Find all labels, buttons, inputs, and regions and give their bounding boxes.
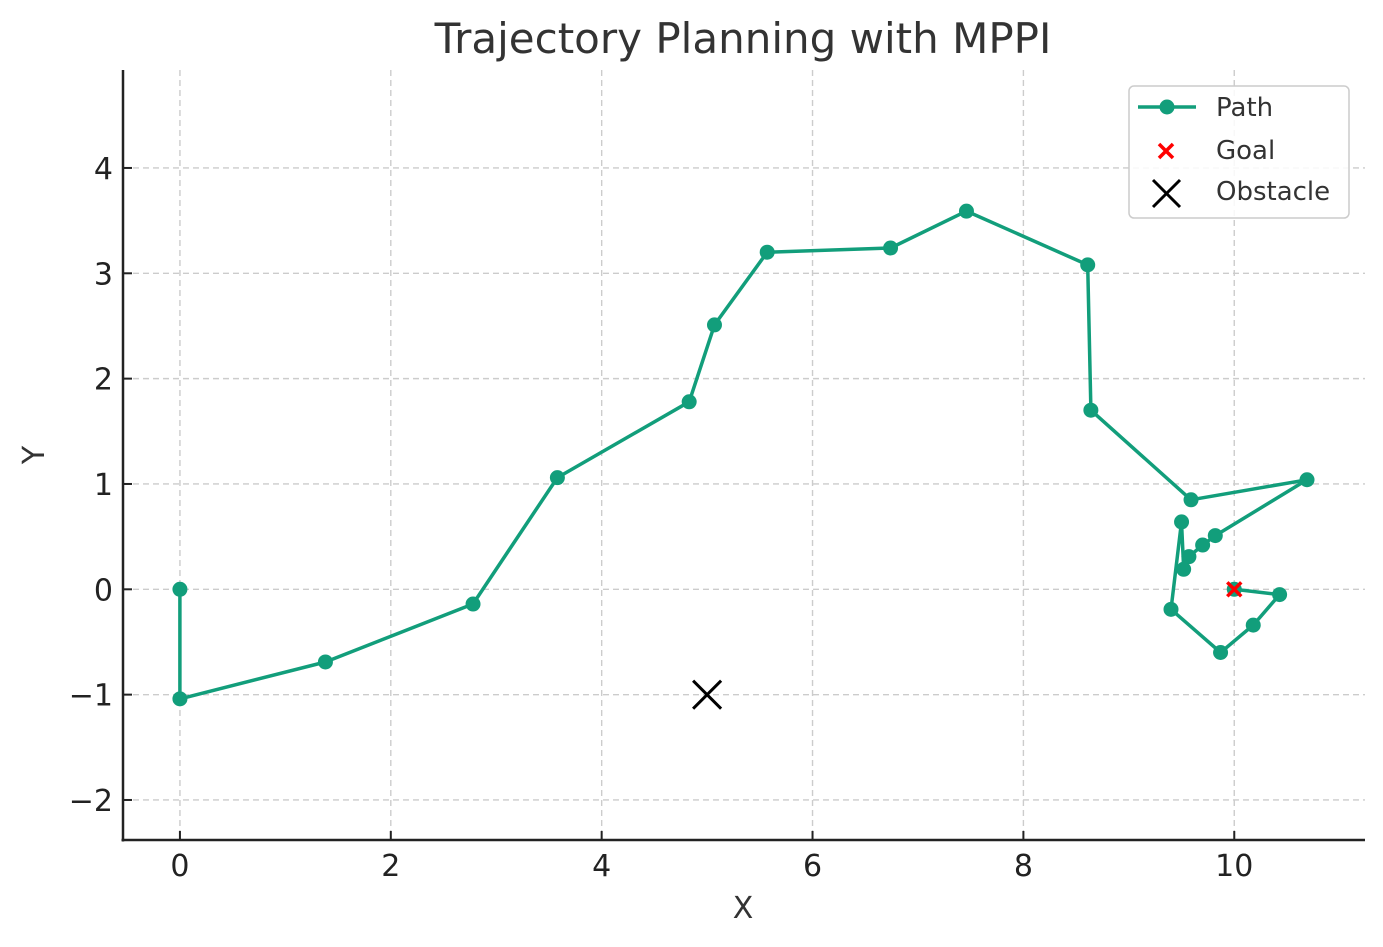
path-line [178, 209, 1309, 701]
y-tick-label: −2 [69, 784, 113, 819]
y-tick-label: 0 [94, 573, 113, 608]
path-point [681, 394, 697, 410]
path-point [1181, 549, 1197, 565]
y-axis-label: Y [17, 445, 52, 465]
goal-x-icon [1157, 142, 1175, 160]
y-tick-label: −1 [69, 679, 113, 714]
legend-item-goal: Goal [1157, 136, 1275, 166]
path-point [1080, 257, 1096, 273]
obstacle-x-icon [1151, 178, 1182, 209]
path-point [1272, 587, 1288, 603]
plot-data [172, 203, 1315, 710]
path-point [1163, 601, 1179, 617]
legend-label-goal: Goal [1216, 136, 1275, 166]
path-point [1213, 645, 1229, 661]
path-point [317, 654, 333, 670]
obstacle-marker-icon [692, 679, 723, 710]
path-point [1083, 402, 1099, 418]
legend-item-path: Path [1138, 93, 1273, 123]
x-tick-label: 6 [803, 849, 822, 884]
x-tick-label: 0 [170, 849, 189, 884]
legend-box [1128, 85, 1350, 219]
path-point [1299, 472, 1315, 488]
legend: Path Goal Obstacle [1128, 85, 1350, 219]
path-point [958, 203, 974, 219]
x-axis-label: X [733, 891, 754, 926]
path-point [759, 244, 775, 260]
path-point [1174, 514, 1190, 530]
path-marker-icon [1159, 99, 1175, 115]
chart-title: Trajectory Planning with MPPI [434, 14, 1052, 63]
path-point [1176, 561, 1192, 577]
path-point [172, 691, 188, 707]
y-tick-label: 1 [94, 468, 113, 503]
grid-lines [123, 70, 1365, 840]
path-point [1207, 528, 1223, 544]
legend-label-path: Path [1216, 93, 1273, 123]
x-tick-label: 4 [592, 849, 611, 884]
axes [121, 70, 1365, 842]
y-tick-label: 3 [94, 257, 113, 292]
goal-marker-icon [1226, 581, 1243, 598]
path-point [549, 470, 565, 486]
x-tick-label: 8 [1014, 849, 1033, 884]
legend-item-obstacle: Obstacle [1151, 177, 1330, 209]
y-tick-label: 4 [94, 152, 113, 187]
path-point [1183, 492, 1199, 508]
x-tick-label: 2 [381, 849, 400, 884]
path-point [1195, 537, 1211, 553]
path-point [883, 240, 899, 256]
y-tick-label: 2 [94, 363, 113, 398]
path-point [465, 596, 481, 612]
path-point [1245, 617, 1261, 633]
path-point [172, 581, 188, 597]
legend-label-obstacle: Obstacle [1216, 177, 1330, 207]
path-point [706, 317, 722, 333]
x-tick-label: 10 [1215, 849, 1253, 884]
tick-labels: 0 2 4 6 8 10 −2 −1 0 1 2 3 4 [69, 152, 1254, 884]
